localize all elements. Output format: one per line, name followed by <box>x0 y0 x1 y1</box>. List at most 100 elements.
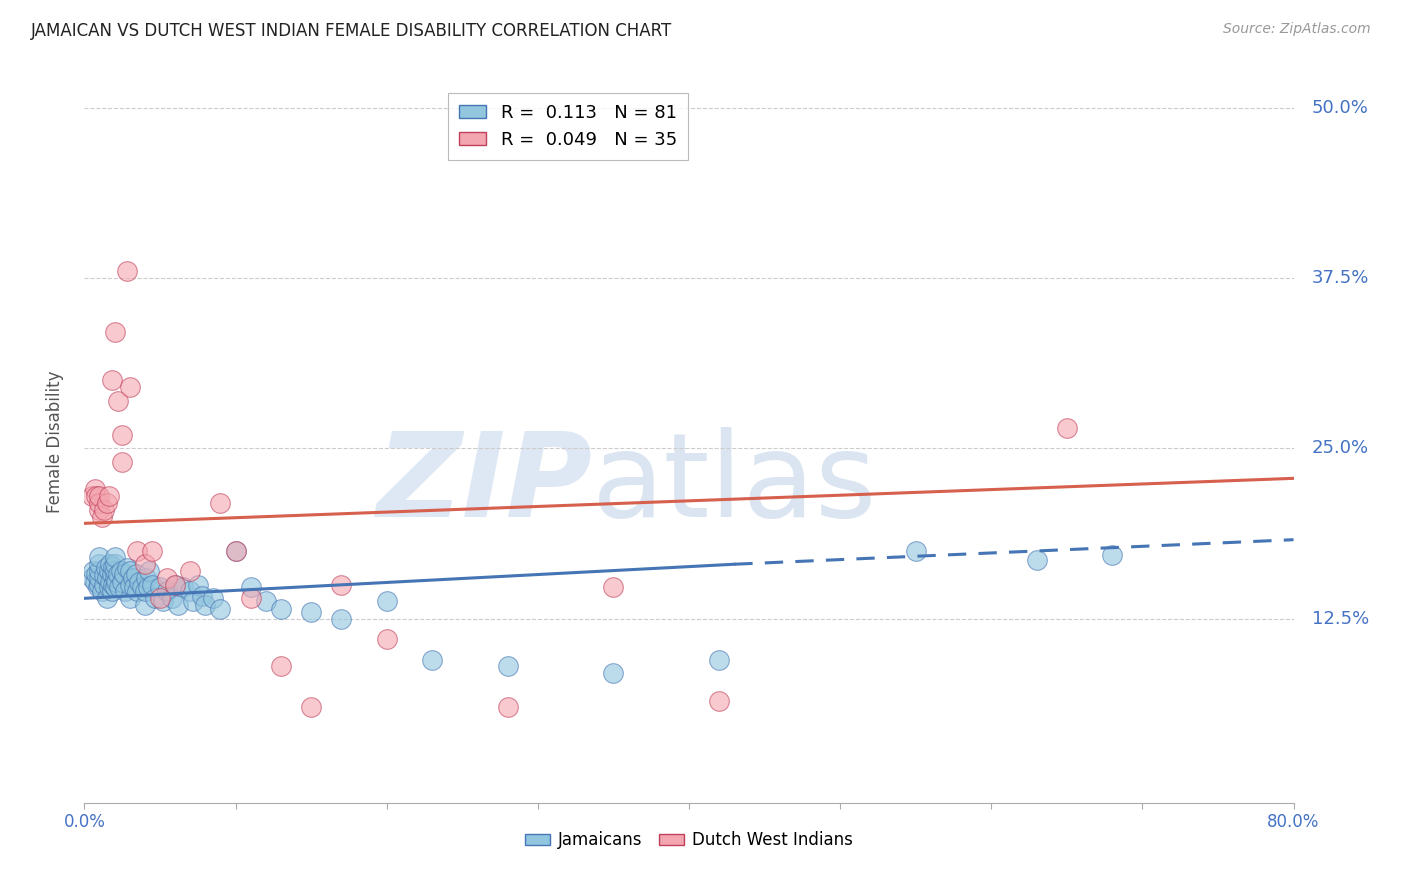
Text: JAMAICAN VS DUTCH WEST INDIAN FEMALE DISABILITY CORRELATION CHART: JAMAICAN VS DUTCH WEST INDIAN FEMALE DIS… <box>31 22 672 40</box>
Point <box>97 564 120 578</box>
Point <box>141 543 163 558</box>
Point <box>122 581 145 595</box>
Point <box>131 581 153 595</box>
Point <box>100 584 122 599</box>
Point <box>330 612 353 626</box>
Point <box>165 577 187 591</box>
Point <box>86 566 108 581</box>
Text: 37.5%: 37.5% <box>1312 269 1369 287</box>
Point <box>152 594 174 608</box>
Point <box>86 489 108 503</box>
Point <box>91 509 114 524</box>
Point <box>93 502 115 516</box>
Point <box>87 581 110 595</box>
Point <box>107 566 129 581</box>
Point <box>299 605 322 619</box>
Point <box>602 666 624 681</box>
Point <box>172 581 194 595</box>
Point <box>181 594 204 608</box>
Point <box>96 496 118 510</box>
Point <box>209 496 232 510</box>
Point <box>127 543 149 558</box>
Point <box>94 561 117 575</box>
Point <box>709 653 731 667</box>
Point <box>105 574 128 589</box>
Point <box>84 574 107 589</box>
Point <box>1025 553 1047 567</box>
Point <box>167 598 190 612</box>
Point <box>112 566 135 581</box>
Point <box>107 393 129 408</box>
Point <box>187 577 209 591</box>
Point <box>135 571 157 585</box>
Point <box>89 564 111 578</box>
Point <box>270 602 292 616</box>
Point <box>80 571 103 585</box>
Point <box>96 571 118 585</box>
Point <box>104 550 127 565</box>
Point <box>97 489 120 503</box>
Point <box>191 589 214 603</box>
Point <box>194 598 217 612</box>
Point <box>602 581 624 595</box>
Point <box>118 564 141 578</box>
Point <box>115 561 138 575</box>
Point <box>134 584 156 599</box>
Point <box>239 591 262 606</box>
Point <box>330 577 353 591</box>
Text: 25.0%: 25.0% <box>1312 440 1369 458</box>
Point <box>138 564 160 578</box>
Point <box>134 558 156 572</box>
Point <box>98 574 121 589</box>
Point <box>225 543 247 558</box>
Y-axis label: Female Disability: Female Disability <box>45 370 63 513</box>
Text: 12.5%: 12.5% <box>1312 610 1369 628</box>
Point <box>111 427 134 442</box>
Point <box>127 584 149 599</box>
Point <box>375 594 398 608</box>
Point <box>104 326 127 340</box>
Point <box>201 591 224 606</box>
Point <box>136 581 159 595</box>
Point <box>111 574 134 589</box>
Point <box>149 581 172 595</box>
Point <box>89 489 111 503</box>
Point <box>108 581 131 595</box>
Point <box>98 558 121 572</box>
Point <box>156 571 179 585</box>
Point <box>104 581 127 595</box>
Point <box>420 653 443 667</box>
Point <box>118 380 141 394</box>
Point <box>904 543 927 558</box>
Point <box>89 571 111 585</box>
Point <box>89 558 111 572</box>
Point <box>270 659 292 673</box>
Text: 50.0%: 50.0% <box>1312 98 1368 117</box>
Point <box>1056 421 1078 435</box>
Point <box>141 577 163 591</box>
Point <box>100 373 122 387</box>
Point <box>104 558 127 572</box>
Point <box>125 566 148 581</box>
Point <box>209 602 232 616</box>
Text: ZIP: ZIP <box>377 427 592 542</box>
Point <box>375 632 398 647</box>
Point <box>89 502 111 516</box>
Point <box>101 560 124 574</box>
Legend: Jamaicans, Dutch West Indians: Jamaicans, Dutch West Indians <box>517 824 860 856</box>
Point <box>145 591 167 606</box>
Point <box>128 574 150 589</box>
Point <box>97 581 120 595</box>
Point <box>111 455 134 469</box>
Point <box>89 577 111 591</box>
Point <box>179 584 201 599</box>
Point <box>104 564 127 578</box>
Point <box>496 659 519 673</box>
Point <box>82 564 104 578</box>
Point <box>149 591 172 606</box>
Point <box>254 594 277 608</box>
Point <box>179 564 201 578</box>
Point <box>84 482 107 496</box>
Point <box>709 693 731 707</box>
Point <box>134 598 156 612</box>
